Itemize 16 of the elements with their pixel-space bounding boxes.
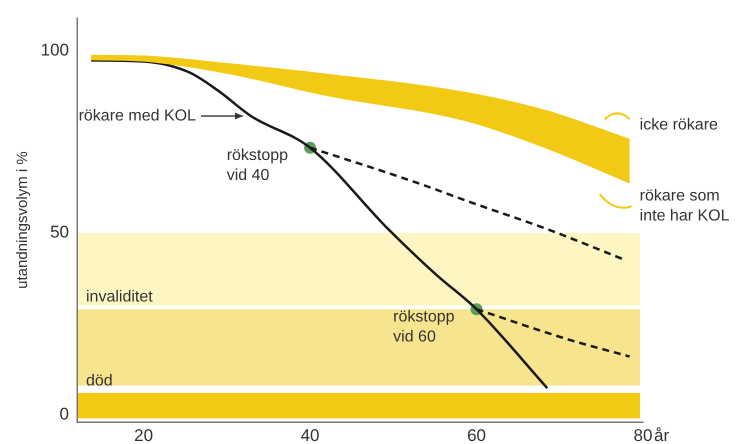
- legend-label: rökare som inte har KOL: [640, 188, 730, 225]
- band-label: invaliditet: [86, 288, 154, 306]
- x-tick-label: 40: [300, 426, 320, 444]
- y-tick-label: 0: [60, 404, 69, 424]
- annotation: rökstopp vid 40: [226, 147, 288, 184]
- y-axis-title: utandningsvolym i %: [14, 151, 32, 289]
- x-tick-label: 80: [634, 426, 652, 444]
- y-tick-label: 100: [40, 40, 69, 60]
- annotation: rökstopp vid 60: [393, 308, 455, 346]
- band-label: död: [86, 372, 113, 390]
- series-label: rökare med KOL: [78, 107, 196, 124]
- legend-label: icke rökare: [640, 116, 718, 134]
- x-axis-title: år: [654, 426, 670, 444]
- y-tick-label: 50: [50, 222, 69, 242]
- x-tick-label: 20: [134, 426, 154, 444]
- x-tick-label: 60: [467, 426, 486, 444]
